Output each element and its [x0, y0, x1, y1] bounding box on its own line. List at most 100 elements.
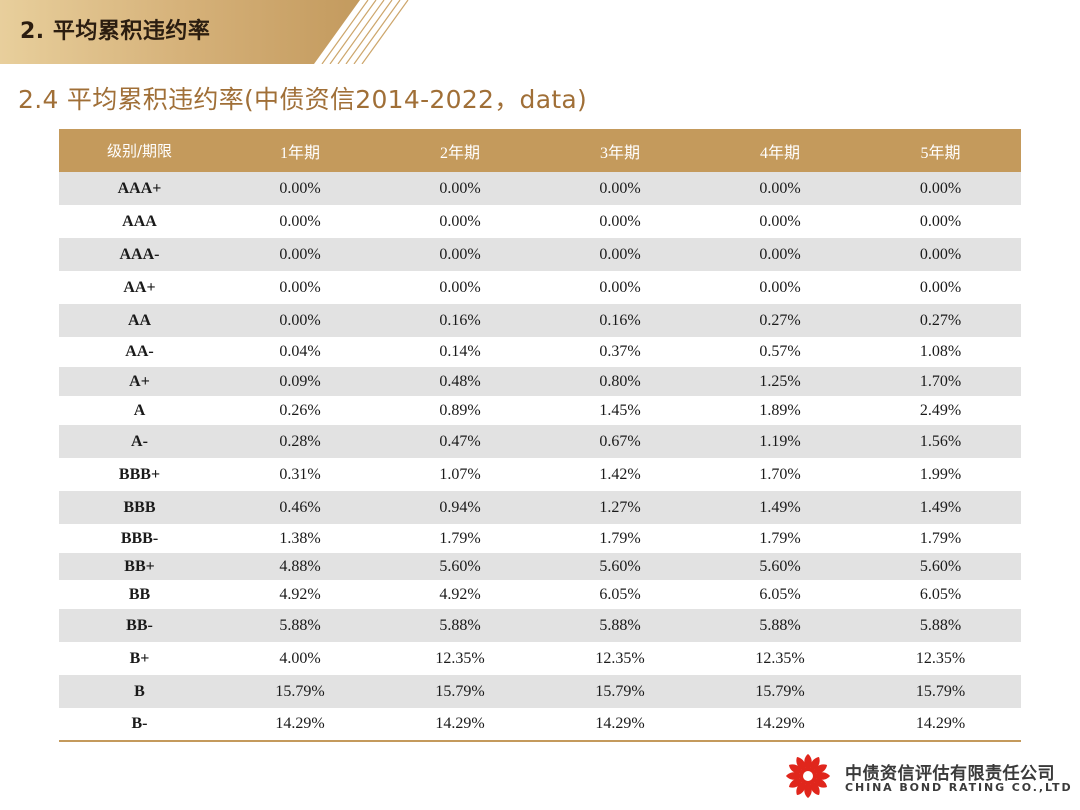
rating-grade-cell: AA	[59, 304, 220, 337]
default-rate-cell: 0.00%	[220, 172, 380, 205]
table-row: AAA 0.00% 0.00% 0.00% 0.00% 0.00%	[59, 205, 1021, 238]
rating-grade-cell: AAA-	[59, 238, 220, 271]
default-rate-cell: 15.79%	[220, 675, 380, 708]
default-rate-cell: 5.88%	[380, 609, 540, 642]
default-rate-cell: 4.88%	[220, 553, 380, 580]
rating-grade-cell: AAA	[122, 212, 157, 230]
default-rate-cell: 15.79%	[380, 675, 540, 708]
logo-petal	[810, 781, 820, 796]
default-rate-cell: 5.88%	[700, 609, 860, 642]
default-rate-cell: 0.37%	[599, 343, 641, 360]
table-row: A 0.26% 0.89% 1.45% 1.89% 2.49%	[59, 396, 1021, 425]
default-rate-cell: 1.79%	[599, 529, 641, 547]
default-rate-cell: 5.88%	[220, 609, 380, 642]
table-row: B- 14.29% 14.29% 14.29% 14.29% 14.29%	[59, 708, 1021, 742]
default-rate-cell: 0.09%	[220, 367, 380, 396]
table-row: BBB+ 0.31% 1.07% 1.42% 1.70% 1.99%	[59, 458, 1021, 491]
default-rate-cell: 0.26%	[279, 401, 321, 419]
default-rate-cell: 6.05%	[759, 585, 801, 603]
default-rate-cell: 4.92%	[439, 585, 481, 603]
default-rate-cell: 1.45%	[599, 401, 641, 419]
default-rate-cell: 0.80%	[540, 367, 700, 396]
logo-petal	[813, 764, 828, 774]
default-rate-cell: 4.92%	[279, 585, 321, 603]
default-rate-table: 级别/期限 1年期 2年期 3年期 4年期 5年期 AAA+ 0.00% 0.00%…	[59, 129, 1021, 742]
table-row: BBB- 1.38% 1.79% 1.79% 1.79% 1.79%	[59, 524, 1021, 553]
page-subtitle: 2.4 平均累积违约率(中债资信2014-2022，data)	[18, 85, 588, 114]
default-rate-cell: 0.27%	[860, 304, 1021, 337]
default-rate-cell: 0.14%	[439, 343, 481, 360]
default-rate-cell: 1.99%	[919, 465, 962, 483]
section-title: 2. 平均累积违约率	[20, 19, 211, 44]
default-rate-cell: 0.00%	[599, 212, 641, 230]
rating-grade-cell: AAA+	[59, 172, 220, 205]
default-rate-cell: 12.35%	[435, 649, 485, 667]
default-rate-cell: 4.00%	[279, 649, 321, 667]
default-rate-cell: 0.00%	[919, 212, 962, 230]
default-rate-cell: 0.00%	[540, 172, 700, 205]
logo-petal	[814, 772, 830, 780]
company-name-cn: 中债资信评估有限责任公司	[845, 764, 1055, 784]
table-row: A+ 0.09% 0.48% 0.80% 1.25% 1.70%	[59, 367, 1021, 396]
default-rate-cell: 1.49%	[700, 491, 860, 524]
default-rate-cell: 5.88%	[540, 609, 700, 642]
table-body: AAA+ 0.00% 0.00% 0.00% 0.00% 0.00% AAA 0.00% 0.0…	[59, 172, 1021, 742]
table-row: BBB 0.46% 0.94% 1.27% 1.49% 1.49%	[59, 491, 1021, 524]
table-row: AA 0.00% 0.16% 0.16% 0.27% 0.27%	[59, 304, 1021, 337]
china-bond-rating-logo-icon	[786, 754, 830, 798]
default-rate-cell: 0.00%	[220, 304, 380, 337]
table-row: BB+ 4.88% 5.60% 5.60% 5.60% 5.60%	[59, 553, 1021, 580]
default-rate-cell: 1.42%	[599, 465, 641, 483]
default-rate-cell: 1.08%	[919, 343, 962, 360]
default-rate-cell: 0.00%	[700, 172, 860, 205]
table-header-row: 级别/期限 1年期 2年期 3年期 4年期 5年期	[59, 129, 1021, 172]
default-rate-cell: 14.29%	[540, 708, 700, 742]
table-row: AAA+ 0.00% 0.00% 0.00% 0.00% 0.00%	[59, 172, 1021, 205]
rating-grade-cell: BBB+	[118, 465, 161, 483]
default-rate-cell: 1.25%	[700, 367, 860, 396]
logo-petal	[796, 756, 806, 771]
rating-grade-cell: AA-	[125, 343, 154, 360]
default-rate-cell: 15.79%	[700, 675, 860, 708]
default-rate-cell: 0.00%	[599, 278, 641, 296]
default-rate-cell: 5.60%	[540, 553, 700, 580]
table-row: AAA- 0.00% 0.00% 0.00% 0.00% 0.00%	[59, 238, 1021, 271]
rating-grade-cell: BB	[128, 585, 151, 603]
default-rate-cell: 0.00%	[380, 238, 540, 271]
default-rate-cell: 0.16%	[380, 304, 540, 337]
column-header: 4年期	[700, 129, 860, 172]
rating-grade-cell: BBB	[59, 491, 220, 524]
default-rate-cell: 0.57%	[759, 343, 801, 360]
table-row: A- 0.28% 0.47% 0.67% 1.19% 1.56%	[59, 425, 1021, 458]
rating-grade-cell: AA+	[123, 278, 156, 296]
default-rate-cell: 1.38%	[279, 529, 321, 547]
default-rate-cell: 0.00%	[439, 212, 481, 230]
default-rate-cell: 12.35%	[915, 649, 966, 667]
column-header: 级别/期限	[59, 129, 220, 172]
logo-petal	[796, 781, 806, 796]
default-rate-cell: 15.79%	[860, 675, 1021, 708]
default-rate-cell: 1.19%	[700, 425, 860, 458]
default-rate-cell: 1.07%	[439, 465, 481, 483]
default-rate-cell: 1.79%	[919, 529, 962, 547]
column-header: 5年期	[860, 129, 1021, 172]
default-rate-cell: 0.00%	[700, 238, 860, 271]
default-rate-cell: 14.29%	[220, 708, 380, 742]
default-rate-cell: 0.00%	[540, 238, 700, 271]
default-rate-cell: 0.16%	[540, 304, 700, 337]
default-rate-cell: 0.89%	[439, 401, 481, 419]
default-rate-cell: 1.89%	[759, 401, 801, 419]
default-rate-cell: 0.00%	[220, 238, 380, 271]
default-rate-cell: 1.49%	[860, 491, 1021, 524]
rating-grade-cell: A	[133, 401, 146, 419]
logo-petal	[804, 782, 812, 798]
default-rate-cell: 5.60%	[380, 553, 540, 580]
default-rate-cell: 5.88%	[860, 609, 1021, 642]
column-header: 1年期	[220, 129, 380, 172]
table-row: B 15.79% 15.79% 15.79% 15.79% 15.79%	[59, 675, 1021, 708]
default-rate-cell: 0.31%	[279, 465, 321, 483]
title-banner	[0, 0, 409, 64]
default-rate-cell: 0.28%	[220, 425, 380, 458]
rating-grade-cell: BB+	[59, 553, 220, 580]
column-header: 2年期	[380, 129, 540, 172]
